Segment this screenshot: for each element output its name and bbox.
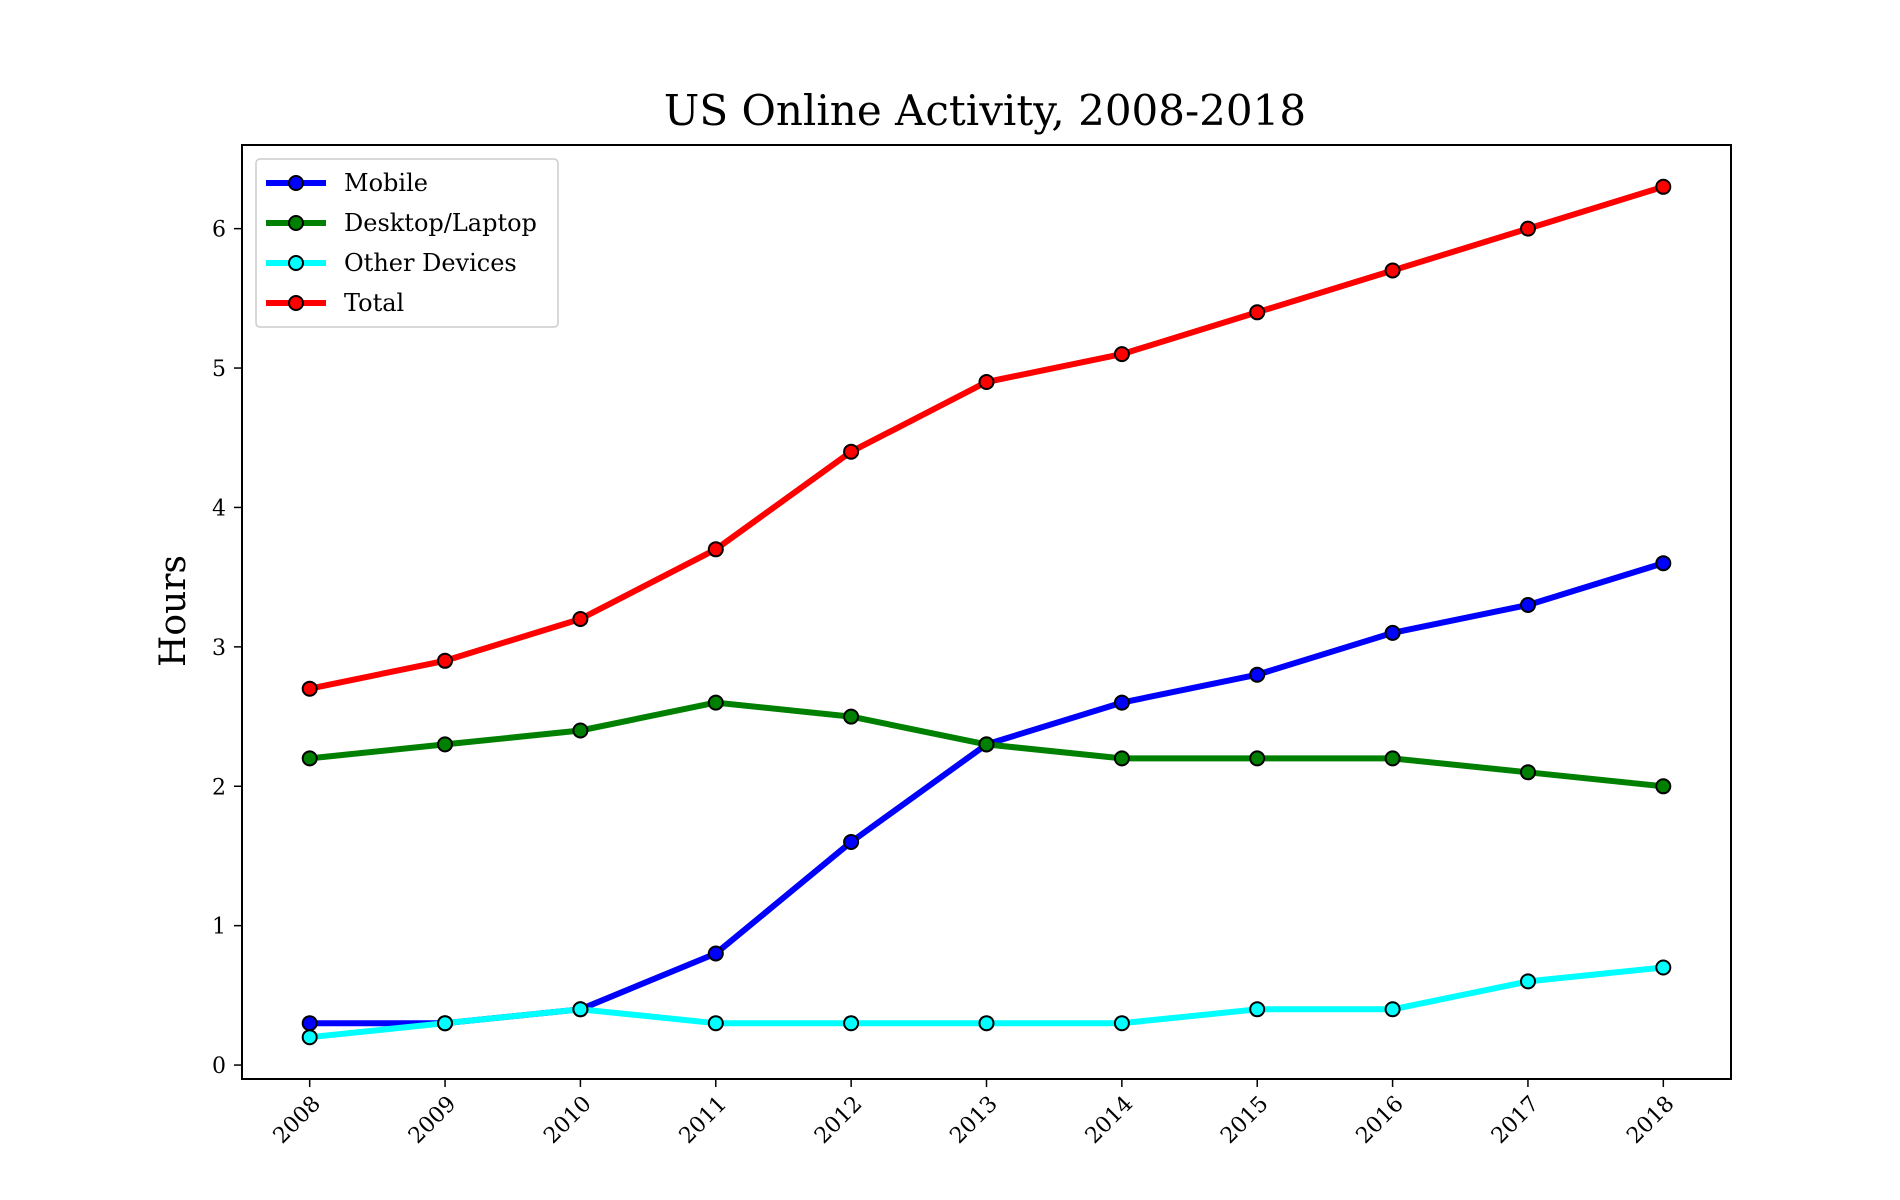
data-point-0-8: [1384, 624, 1401, 641]
data-point-3-9: [1520, 220, 1536, 237]
data-point-1-0: [301, 750, 318, 767]
data-point-1-7: [1249, 750, 1266, 767]
data-point-2-9: [1520, 973, 1536, 990]
data-point-2-3: [707, 1015, 724, 1032]
legend-label-2: Other Devices: [344, 249, 517, 277]
data-point-1-1: [437, 736, 453, 753]
data-point-2-1: [437, 1015, 453, 1032]
y-tick-label-1: 1: [212, 915, 226, 940]
legend-box: [255, 158, 559, 328]
x-tick-label-9: 2017: [1487, 1092, 1544, 1149]
data-point-1-9: [1520, 764, 1536, 781]
data-point-3-5: [978, 374, 995, 390]
legend-marker-3: [288, 295, 304, 311]
x-tick-label-1: 2009: [404, 1092, 461, 1149]
data-point-3-8: [1384, 262, 1401, 279]
x-tick-label-6: 2014: [1081, 1092, 1138, 1149]
data-point-1-2: [572, 722, 589, 739]
y-axis-label: Hours: [153, 555, 194, 667]
x-tick-label-4: 2012: [810, 1092, 867, 1149]
legend-label-0: Mobile: [344, 169, 428, 197]
x-tick-label-7: 2015: [1216, 1092, 1273, 1149]
x-tick-label-10: 2018: [1622, 1092, 1679, 1149]
legend-label-3: Total: [344, 289, 404, 317]
x-tick-label-0: 2008: [269, 1092, 326, 1149]
data-point-3-0: [301, 680, 318, 697]
data-point-1-8: [1384, 750, 1401, 767]
data-point-2-5: [978, 1015, 995, 1032]
data-point-3-3: [707, 541, 724, 558]
series-line-0: [306, 560, 1667, 1027]
x-tick-label-2: 2010: [539, 1092, 596, 1149]
data-point-0-6: [1113, 694, 1130, 711]
y-tick-label-6: 6: [212, 218, 226, 243]
data-point-0-3: [707, 945, 724, 962]
data-point-2-8: [1384, 1001, 1401, 1018]
x-tick-label-3: 2011: [675, 1092, 732, 1149]
data-point-0-0: [301, 1015, 318, 1032]
y-tick-label-5: 5: [212, 357, 226, 382]
data-point-1-4: [843, 708, 860, 725]
plot-area: [301, 178, 1672, 1046]
chart-title: US Online Activity, 2008-2018: [664, 86, 1306, 135]
data-point-0-7: [1249, 666, 1266, 683]
data-point-2-6: [1113, 1015, 1130, 1032]
data-point-2-0: [301, 1029, 318, 1046]
legend-marker-2: [288, 255, 304, 271]
data-point-3-7: [1249, 304, 1266, 321]
data-point-2-7: [1249, 1001, 1266, 1018]
x-tick-label-8: 2016: [1352, 1092, 1409, 1149]
data-point-2-4: [843, 1015, 860, 1032]
legend-label-1: Desktop/Laptop: [344, 209, 537, 237]
data-point-0-4: [843, 834, 860, 850]
data-point-1-5: [978, 736, 995, 753]
data-point-2-2: [572, 1001, 589, 1018]
legend: Mobile Desktop/Laptop Other Devices Total: [255, 158, 559, 328]
data-point-1-3: [707, 694, 724, 711]
y-tick-label-2: 2: [212, 775, 226, 800]
y-tick-label-3: 3: [212, 636, 226, 661]
data-point-3-2: [572, 611, 589, 627]
data-point-3-4: [843, 443, 860, 460]
data-point-3-10: [1655, 178, 1672, 195]
data-point-0-9: [1520, 597, 1536, 613]
data-point-2-10: [1655, 959, 1672, 976]
data-point-1-10: [1655, 778, 1672, 795]
data-point-3-6: [1113, 346, 1130, 363]
data-point-3-1: [437, 652, 453, 669]
x-tick-label-5: 2013: [945, 1092, 1002, 1149]
legend-marker-0: [288, 175, 304, 191]
y-tick-label-4: 4: [212, 496, 226, 521]
legend-marker-1: [288, 215, 304, 231]
data-point-0-10: [1655, 555, 1672, 572]
data-point-1-6: [1113, 750, 1130, 767]
y-tick-label-0: 0: [212, 1054, 226, 1079]
